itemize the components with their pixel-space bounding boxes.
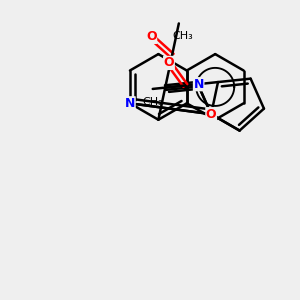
Text: O: O: [206, 108, 217, 121]
Text: O: O: [164, 56, 174, 69]
Text: O: O: [146, 30, 157, 44]
Text: CH₃: CH₃: [142, 97, 163, 106]
Text: CH₃: CH₃: [173, 31, 194, 41]
Text: N: N: [125, 97, 135, 110]
Text: N: N: [194, 78, 204, 91]
